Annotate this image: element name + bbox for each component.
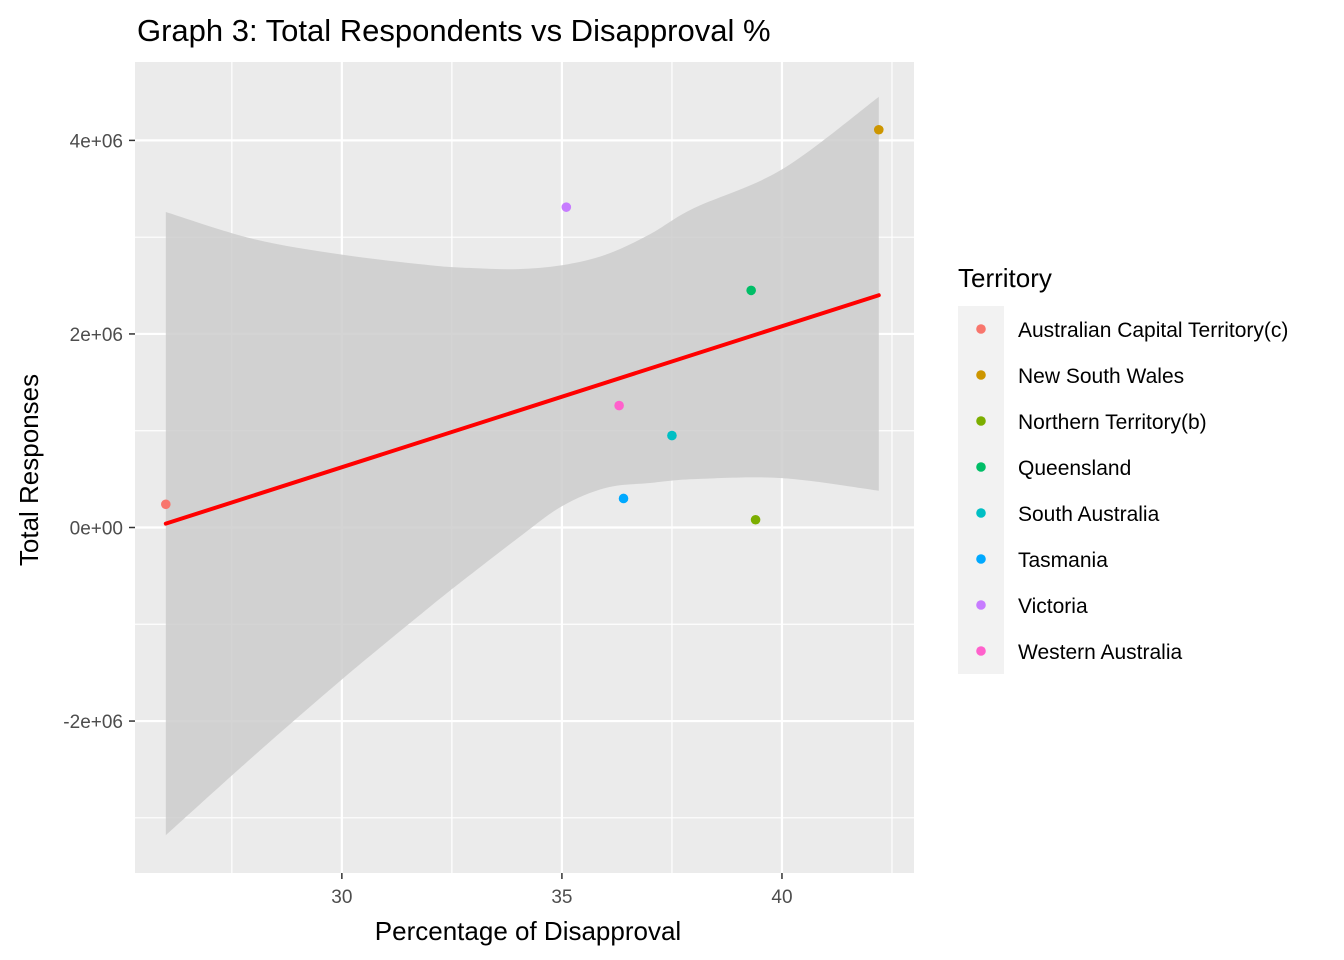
legend-key-6 [976, 600, 986, 610]
legend-title: Territory [958, 263, 1052, 293]
legend-label: Victoria [1018, 595, 1088, 618]
x-tick-label: 40 [771, 887, 792, 908]
legend-label: Tasmania [1018, 549, 1108, 572]
data-point-7 [614, 400, 624, 411]
legend-key-3 [976, 462, 986, 472]
y-tick-label: 2e+06 [70, 325, 123, 346]
legend-key-2 [976, 416, 986, 426]
data-point-4 [667, 430, 677, 441]
legend-key-5 [976, 554, 986, 564]
legend-key-background [958, 306, 1004, 674]
y-axis-title: Total Responses [14, 374, 44, 566]
x-tick-label: 30 [331, 887, 352, 908]
legend-label: Northern Territory(b) [1018, 411, 1207, 434]
legend-label: Queensland [1018, 457, 1131, 480]
data-point-1 [873, 124, 884, 135]
x-tick-label: 35 [551, 887, 572, 908]
legend-label: Western Australia [1018, 641, 1183, 664]
legend-label: Australian Capital Territory(c) [1018, 319, 1288, 342]
x-axis-title: Percentage of Disapproval [375, 916, 681, 946]
y-tick-label: -2e+06 [63, 712, 123, 733]
legend-label: South Australia [1018, 503, 1160, 526]
plot-panel: 30 35 40 -2e+06 0e+00 2e+06 4e+06 [63, 62, 914, 908]
legend-key-7 [976, 646, 986, 656]
data-point-3 [746, 285, 756, 296]
y-tick-label: 0e+00 [70, 519, 123, 540]
legend-key-4 [976, 508, 986, 518]
confidence-band [165, 96, 879, 836]
data-point-0 [161, 499, 171, 510]
chart-title: Graph 3: Total Respondents vs Disapprova… [137, 13, 771, 48]
data-point-6 [561, 202, 572, 212]
legend-label: New South Wales [1018, 365, 1184, 388]
data-point-2 [750, 514, 761, 525]
legend: Territory Australian Capital Territory(c… [958, 263, 1288, 674]
y-tick-label: 4e+06 [70, 131, 123, 152]
trend-line [163, 293, 881, 526]
legend-key-1 [976, 370, 986, 380]
data-point-5 [618, 493, 629, 504]
legend-key-0 [976, 324, 986, 334]
